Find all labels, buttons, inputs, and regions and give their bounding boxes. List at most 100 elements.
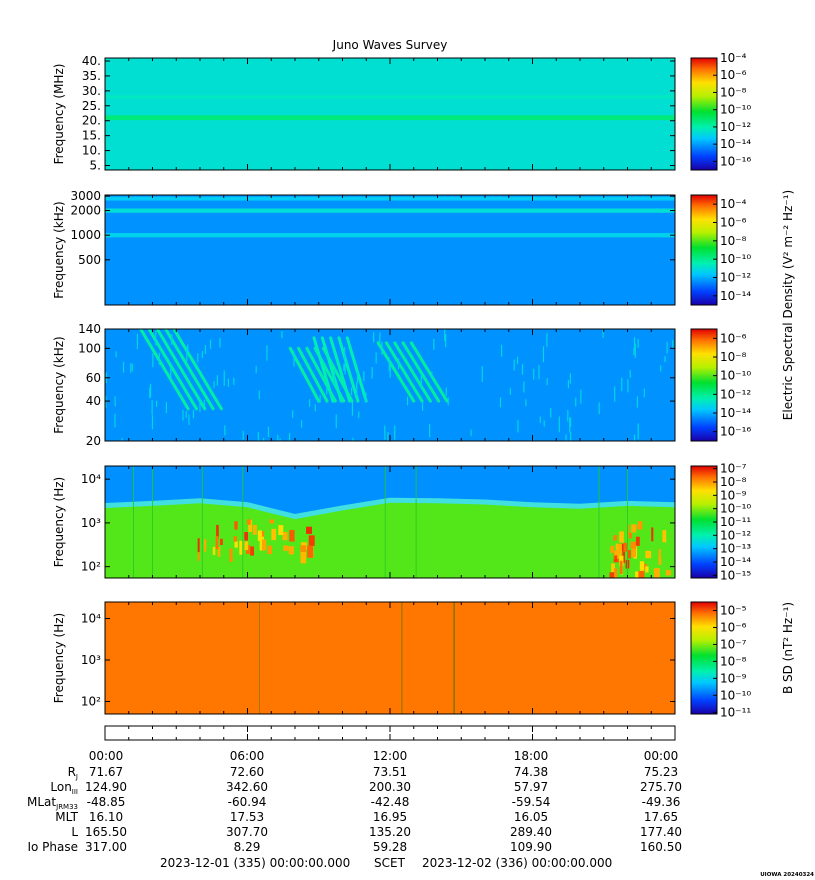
colorbar-tick-label: 10⁻¹² [720,271,751,285]
electric-density-label: Electric Spectral Density (V² m⁻² Hz⁻¹) [781,190,795,420]
ephemeris-value: -49.36 [642,795,681,809]
ephemeris-value: 275.70 [640,780,682,794]
y-axis-label: Frequency (kHz) [52,336,66,433]
colorbar-tick-label: 10⁻¹² [720,387,751,401]
y-tick-label: 20. [82,114,101,128]
ephemeris-value: -42.48 [371,795,410,809]
ephemeris-value: 16.05 [514,810,548,824]
y-tick-label: 1000 [70,228,101,242]
colorbar-tick-label: 10⁻⁸ [720,85,747,99]
panel-lf-khz: 20 40 60 100 140 Frequency (kHz) 10⁻⁶ 10⁻⁸ 10⁻¹⁰… [52,322,751,448]
y-tick-label: 10³ [81,516,101,530]
y-tick-label: 2000 [70,204,101,218]
time-tick-label: 00:00 [644,749,679,763]
y-tick-label: 3000 [70,189,101,203]
ephemeris-value: 17.53 [230,810,264,824]
panel-hz: 10² 10³ 10⁴ Frequency (Hz) 10⁻⁷10⁻⁸10⁻⁹10⁻¹⁰… [52,462,751,583]
spectrogram-image [105,602,675,714]
colorbar-tick-label: 10⁻⁸ [720,350,747,364]
y-tick-label: 140 [78,322,101,336]
y-tick-label: 35. [82,69,101,83]
colorbar-tick-label: 10⁻⁸ [720,654,747,668]
spectrogram-image [105,466,675,578]
panel-mhz: 5.10.15.20.25.30.35.40. Frequency (MHz) 10… [52,51,751,173]
colorbar-tick-label: 10⁻¹⁶ [720,154,751,168]
colorbar-tick-label: 10⁻⁶ [720,331,747,345]
y-axis-label: Frequency (kHz) [52,201,66,298]
ephemeris-value: -60.94 [228,795,267,809]
footer-start-time: 2023-12-01 (335) 00:00:00.000 [160,856,350,870]
ephemeris-row-label: MLT [55,810,78,824]
time-tick-label: 18:00 [514,749,549,763]
colorbar-tick-label: 10⁻¹⁰ [720,502,751,516]
ephemeris-value: 17.65 [644,810,678,824]
ephemeris-value: 74.38 [514,765,548,779]
ephemeris-value: -48.85 [87,795,126,809]
y-tick-label: 60 [86,371,101,385]
colorbar-tick-label: 10⁻¹² [720,528,751,542]
y-tick-label: 10² [81,695,101,709]
colorbar-tick-label: 10⁻⁴ [720,51,747,65]
ephemeris-value: 289.40 [510,825,552,839]
y-axis-label: Frequency (Hz) [52,477,66,568]
time-tick-label: 00:00 [89,749,124,763]
footer-end-time: 2023-12-02 (336) 00:00:00.000 [422,856,612,870]
ephemeris-row-label: MLatJRM33 [27,795,78,811]
colorbar-tick-label: 10⁻⁸ [720,234,747,248]
colorbar-tick-label: 10⁻⁸ [720,475,747,489]
colorbar-tick-label: 10⁻⁶ [720,620,747,634]
colorbar-tick-label: 10⁻¹⁴ [720,406,751,420]
colorbar-tick-label: 10⁻¹⁰ [720,103,751,117]
ephemeris-row-label: L [71,825,78,839]
y-tick-label: 500 [78,253,101,267]
colorbar-tick-label: 10⁻⁹ [720,671,747,685]
time-axis: 00:00 06:00 12:00 18:00 00:00 RJ 71.67 72.60 73.… [27,726,682,854]
ephemeris-row-label: RJ [68,765,78,781]
colorbar-tick-label: 10⁻¹¹ [720,515,751,529]
ephemeris-row-label: Io Phase [27,840,78,854]
footer-scet-label: SCET [374,856,406,870]
colorbar-tick-label: 10⁻¹⁰ [720,252,751,266]
ephemeris-value: 57.97 [514,780,548,794]
ephemeris-value: 71.67 [89,765,123,779]
spectrogram-image [105,329,675,441]
y-tick-label: 20 [86,434,101,448]
ephemeris-value: 16.95 [373,810,407,824]
ephemeris-value: 165.50 [85,825,127,839]
colorbar-tick-label: 10⁻⁶ [720,68,747,82]
colorbar-tick-label: 10⁻⁷ [720,462,747,476]
ephemeris-row-label: LonIII [50,780,78,796]
ephemeris-value: 109.90 [510,840,552,854]
ephemeris-value: 59.28 [373,840,407,854]
y-tick-label: 10⁴ [81,612,101,626]
y-tick-label: 25. [82,99,101,113]
ephemeris-value: 135.20 [369,825,411,839]
watermark: UIOWA 20240324 [760,872,814,878]
colorbar-tick-label: 10⁻⁹ [720,488,747,502]
ephemeris-value: 200.30 [369,780,411,794]
colorbar-tick-label: 10⁻¹⁰ [720,688,751,702]
colorbar-tick-label: 10⁻⁶ [720,216,747,230]
spectrogram-image [105,58,675,170]
time-tick-label: 12:00 [373,749,408,763]
colorbar [690,57,718,171]
colorbar-tick-label: 10⁻¹² [720,120,751,134]
y-axis-label: Frequency (Hz) [52,613,66,704]
colorbar-tick-label: 10⁻¹⁴ [720,555,751,569]
spectrogram-image [105,195,675,305]
colorbar-tick-label: 10⁻¹¹ [720,705,751,719]
y-tick-label: 10² [81,560,101,574]
ephemeris-value: 307.70 [226,825,268,839]
colorbar-tick-label: 10⁻⁵ [720,603,747,617]
ephemeris-value: 75.23 [644,765,678,779]
colorbar-tick-label: 10⁻¹⁵ [720,568,751,582]
y-tick-label: 10. [82,144,101,158]
y-tick-label: 5. [90,159,101,173]
time-tick-label: 06:00 [230,749,265,763]
ephemeris-value: 124.90 [85,780,127,794]
figure-title: Juno Waves Survey [332,38,448,52]
y-tick-label: 100 [78,341,101,355]
ephemeris-value: 317.00 [85,840,127,854]
colorbar-tick-label: 10⁻⁴ [720,197,747,211]
